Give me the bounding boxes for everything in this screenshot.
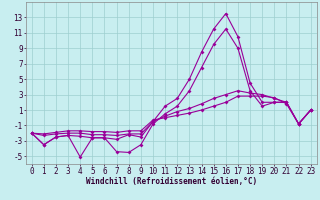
X-axis label: Windchill (Refroidissement éolien,°C): Windchill (Refroidissement éolien,°C) [86,177,257,186]
